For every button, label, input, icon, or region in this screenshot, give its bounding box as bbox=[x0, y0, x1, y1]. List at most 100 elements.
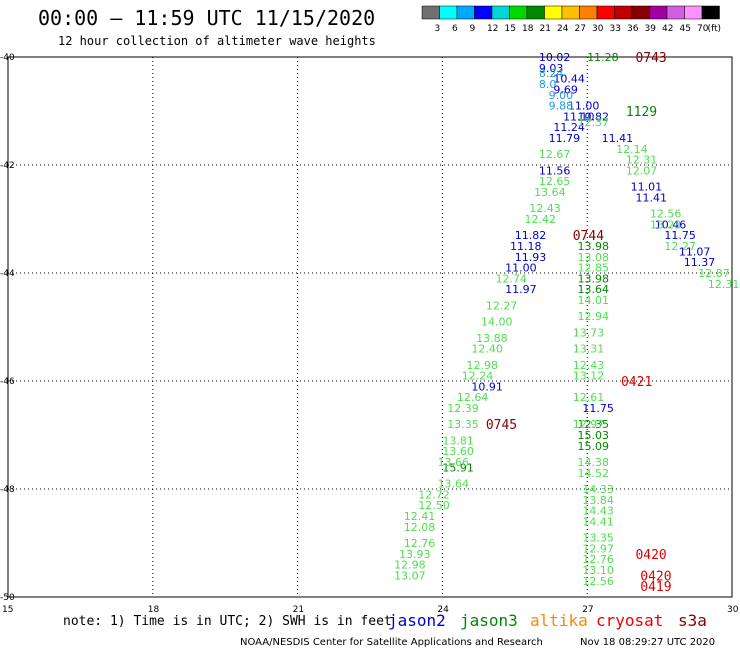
colorbar-label: 15 bbox=[505, 24, 516, 34]
data-point: 9.00 bbox=[549, 89, 574, 102]
time-label: 0744 bbox=[573, 229, 604, 244]
colorbar-swatch bbox=[666, 5, 685, 20]
data-point: 12.27 bbox=[486, 299, 517, 312]
colorbar-label: 33 bbox=[610, 24, 621, 34]
data-point: 14.00 bbox=[481, 316, 512, 329]
data-point: 12.27 bbox=[664, 240, 696, 253]
legend-entry: s3a bbox=[678, 611, 707, 630]
data-point: 13.64 bbox=[578, 283, 610, 296]
time-label: 0420 bbox=[640, 569, 671, 584]
data-point: 13.64 bbox=[438, 478, 470, 491]
data-point: 12.72 bbox=[418, 488, 450, 501]
data-point: 12.35 bbox=[578, 418, 610, 431]
data-point: 11.00 bbox=[505, 262, 537, 275]
data-point: 11.37 bbox=[684, 256, 716, 269]
colorbar-swatch bbox=[491, 5, 510, 20]
data-point: 13.98 bbox=[578, 272, 610, 285]
colorbar-swatch bbox=[631, 5, 650, 20]
data-point: 14.43 bbox=[582, 505, 614, 518]
data-point: 13.66 bbox=[438, 456, 470, 469]
data-point: 10.44 bbox=[553, 73, 585, 86]
data-point: 13.08 bbox=[578, 251, 610, 264]
data-point: 15.09 bbox=[578, 440, 610, 453]
data-point: 11.01 bbox=[631, 181, 663, 194]
chart-subtitle: 12 hour collection of altimeter wave hei… bbox=[58, 34, 376, 48]
colorbar-label: 21 bbox=[540, 24, 551, 34]
legend-entry: cryosat bbox=[596, 611, 663, 630]
colorbar-label: 12 bbox=[487, 24, 498, 34]
data-point: 12.40 bbox=[471, 343, 503, 356]
data-point: 14.38 bbox=[578, 456, 610, 469]
data-point: 12.64 bbox=[457, 391, 489, 404]
chart-title: 00:00 – 11:59 UTC 11/15/2020 bbox=[38, 6, 375, 30]
data-point: 11.00 bbox=[568, 100, 600, 113]
data-point: 12.56 bbox=[582, 575, 614, 588]
time-label: 0745 bbox=[486, 418, 517, 433]
data-point: 9.69 bbox=[553, 83, 578, 96]
colorbar-swatch bbox=[684, 5, 703, 20]
legend-entry: jason2 bbox=[388, 611, 446, 630]
data-point: 11.41 bbox=[635, 191, 667, 204]
data-point: 12.56 bbox=[650, 208, 682, 221]
data-point: 9.03 bbox=[539, 62, 564, 75]
colorbar-unit: (ft) bbox=[708, 24, 722, 34]
data-point: 12.07 bbox=[626, 164, 658, 177]
colorbar-label: 9 bbox=[470, 24, 476, 34]
grid bbox=[8, 57, 732, 597]
colorbar-swatch bbox=[649, 5, 668, 20]
data-point: 12.50 bbox=[418, 499, 450, 512]
axis-ticks: 15 18 21 24 27 30 -40 -42 -44 -46 -48 -50 bbox=[0, 53, 739, 615]
data-point: 11.28 bbox=[587, 51, 619, 64]
data-point: 11.75 bbox=[664, 229, 696, 242]
data-point: 13.98 bbox=[578, 240, 610, 253]
data-point: 13.81 bbox=[442, 434, 474, 447]
data-point: 14.52 bbox=[578, 467, 610, 480]
satellite-legend: jason2 jason3 altika cryosat s3a bbox=[388, 611, 707, 630]
data-point: 11.07 bbox=[679, 245, 711, 258]
x-tick-label: 15 bbox=[2, 605, 13, 615]
data-point: 11.82 bbox=[515, 229, 547, 242]
data-point: 13.73 bbox=[573, 326, 605, 339]
colorbar-label: 3 bbox=[435, 24, 441, 34]
colorbar-label: 36 bbox=[627, 24, 639, 34]
data-point: 13.35 bbox=[447, 418, 479, 431]
y-tick-label: -40 bbox=[0, 53, 15, 63]
data-point: 12.87 bbox=[698, 267, 730, 280]
colorbar-label: 27 bbox=[575, 24, 586, 34]
data-point: 12.08 bbox=[404, 521, 436, 534]
data-point: 12.24 bbox=[462, 370, 494, 383]
legend-entry: jason3 bbox=[460, 611, 518, 630]
data-point: 13.84 bbox=[582, 494, 614, 507]
colorbar-label: 70 bbox=[697, 24, 709, 34]
data-point: 10.02 bbox=[539, 51, 571, 64]
colorbar-swatch bbox=[509, 5, 528, 20]
y-tick-label: -46 bbox=[0, 377, 15, 387]
data-point: 12.43 bbox=[529, 202, 561, 215]
colorbar-label: 45 bbox=[680, 24, 691, 34]
data-point: 12.43 bbox=[573, 359, 605, 372]
legend-entry: altika bbox=[530, 611, 588, 630]
y-tick-label: -42 bbox=[0, 161, 15, 171]
x-tick-label: 30 bbox=[727, 605, 739, 615]
data-point: 11.18 bbox=[510, 240, 542, 253]
y-tick-label: -48 bbox=[0, 485, 15, 495]
colorbar-swatch bbox=[614, 5, 633, 20]
data-point: 12.74 bbox=[495, 272, 527, 285]
x-tick-label: 24 bbox=[437, 605, 449, 615]
data-point: 12.98 bbox=[467, 359, 499, 372]
data-point: 13.60 bbox=[442, 445, 474, 458]
data-point: 11.41 bbox=[602, 132, 634, 145]
time-label: 0420 bbox=[635, 548, 666, 563]
colorbar-label: 42 bbox=[662, 24, 673, 34]
data-point: 12.37 bbox=[578, 116, 610, 129]
data-point: 12.76 bbox=[404, 537, 436, 550]
data-point: 12.85 bbox=[578, 262, 610, 275]
data-point: 12.14 bbox=[616, 143, 648, 156]
x-tick-label: 18 bbox=[148, 605, 160, 615]
plot-frame bbox=[7, 56, 733, 598]
data-point: 8.24 bbox=[539, 67, 564, 80]
footer-stamp: Nov 18 08:29:27 UTC 2020 bbox=[580, 637, 715, 648]
data-point: 13.23 bbox=[650, 218, 682, 231]
